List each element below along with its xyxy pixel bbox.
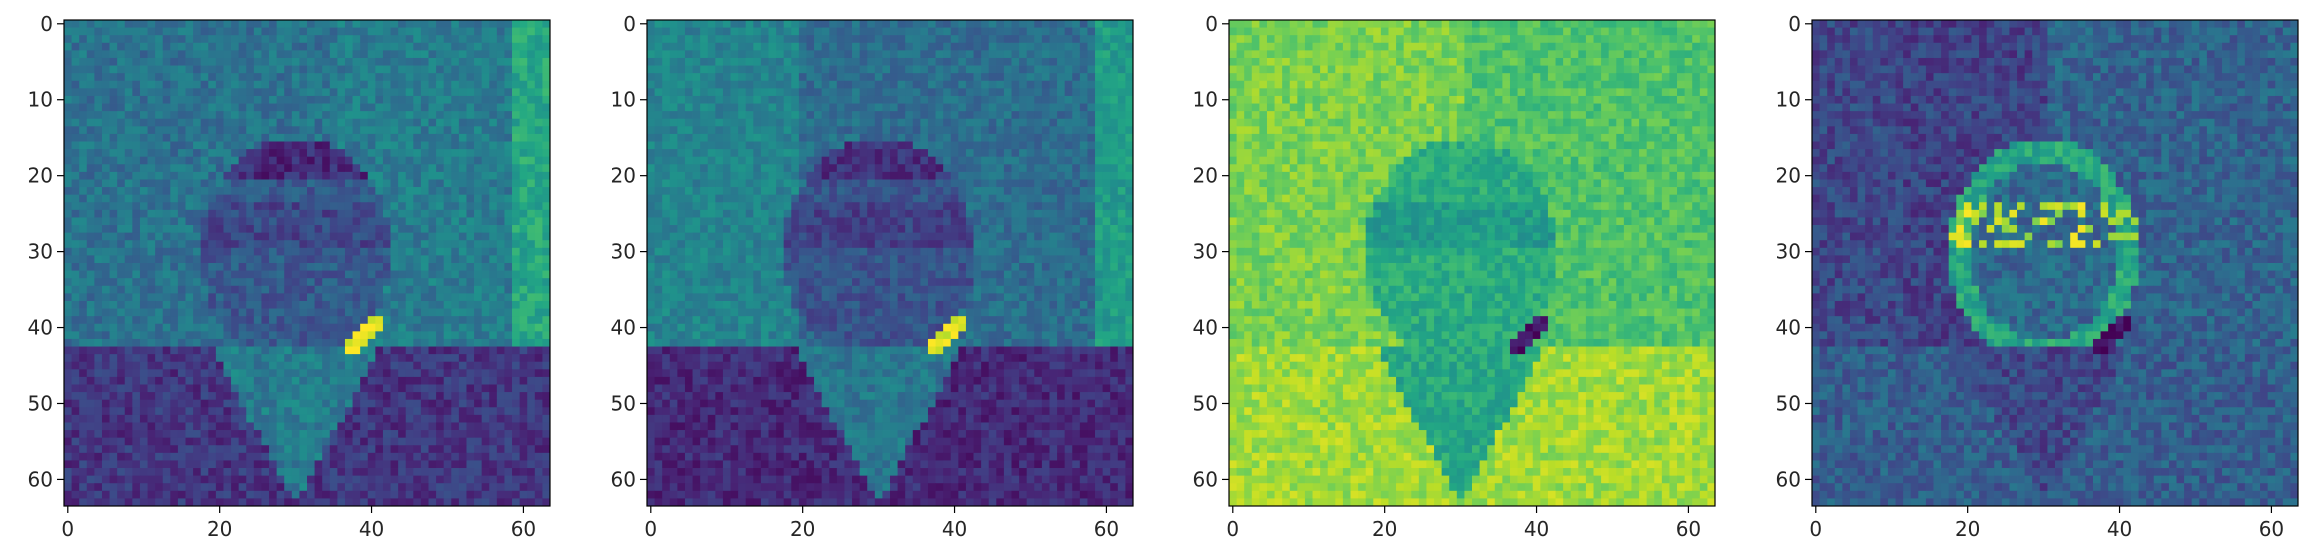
heatmap-panel-3: 0 20 40 60 0 10 20 30 40 50 60 (1193, 12, 1716, 541)
x-tick-label: 60 (511, 517, 536, 541)
x-tick-label: 0 (1226, 517, 1239, 541)
heatmap-cells (647, 20, 1134, 507)
y-tick-label: 40 (28, 316, 53, 340)
y-tick-label: 0 (40, 12, 53, 36)
x-tick-label: 20 (1955, 517, 1980, 541)
y-tick-label: 50 (1776, 391, 1801, 415)
x-tick-label: 20 (1372, 517, 1397, 541)
y-tick-label: 0 (1788, 12, 1801, 36)
y-tick-label: 0 (623, 12, 636, 36)
y-tick-label: 20 (28, 164, 53, 188)
x-tick-label: 40 (1524, 517, 1549, 541)
y-tick-label: 20 (1776, 164, 1801, 188)
axes-frame (63, 19, 551, 507)
x-tick-label: 20 (790, 517, 815, 541)
x-tick-label: 0 (61, 517, 74, 541)
heatmap-cells (1812, 20, 2299, 507)
y-tick-label: 40 (1193, 316, 1218, 340)
y-tick-label: 30 (28, 240, 53, 264)
y-tick-label: 10 (1776, 88, 1801, 112)
y-tick-label: 10 (1193, 88, 1218, 112)
y-tick-label: 20 (611, 164, 636, 188)
x-tick-label: 60 (2259, 517, 2284, 541)
y-tick-label: 60 (1193, 467, 1218, 491)
x-tick-label: 40 (942, 517, 967, 541)
heatmap-cells (1229, 20, 1716, 507)
y-tick-label: 10 (28, 88, 53, 112)
y-tick-label: 50 (28, 391, 53, 415)
x-tick-label: 40 (359, 517, 384, 541)
y-tick-label: 50 (611, 391, 636, 415)
y-tick-label: 30 (1193, 240, 1218, 264)
y-tick-label: 60 (1776, 467, 1801, 491)
x-tick-label: 60 (1676, 517, 1701, 541)
heatmap-panel-2: 0 20 40 60 0 10 20 30 40 50 60 (611, 12, 1134, 541)
heatmap-cells (64, 20, 551, 507)
x-tick-label: 40 (2107, 517, 2132, 541)
x-tick-label: 60 (1094, 517, 1119, 541)
y-tick-label: 40 (1776, 316, 1801, 340)
heatmap-panel-1: 0 20 40 60 0 10 20 30 40 50 60 (28, 12, 551, 541)
x-tick-label: 0 (1809, 517, 1822, 541)
axes-frame (1811, 19, 2299, 507)
y-tick-label: 30 (1776, 240, 1801, 264)
axes-frame (1228, 19, 1716, 507)
heatmap-panel-4: 0 20 40 60 0 10 20 30 40 50 60 (1776, 12, 2299, 541)
y-tick-label: 60 (28, 467, 53, 491)
x-tick-label: 20 (207, 517, 232, 541)
y-tick-label: 40 (611, 316, 636, 340)
y-tick-label: 30 (611, 240, 636, 264)
y-tick-label: 10 (611, 88, 636, 112)
y-tick-label: 50 (1193, 391, 1218, 415)
x-tick-label: 0 (644, 517, 657, 541)
y-tick-label: 0 (1205, 12, 1218, 36)
y-tick-label: 60 (611, 467, 636, 491)
y-tick-label: 20 (1193, 164, 1218, 188)
axes-frame (646, 19, 1134, 507)
